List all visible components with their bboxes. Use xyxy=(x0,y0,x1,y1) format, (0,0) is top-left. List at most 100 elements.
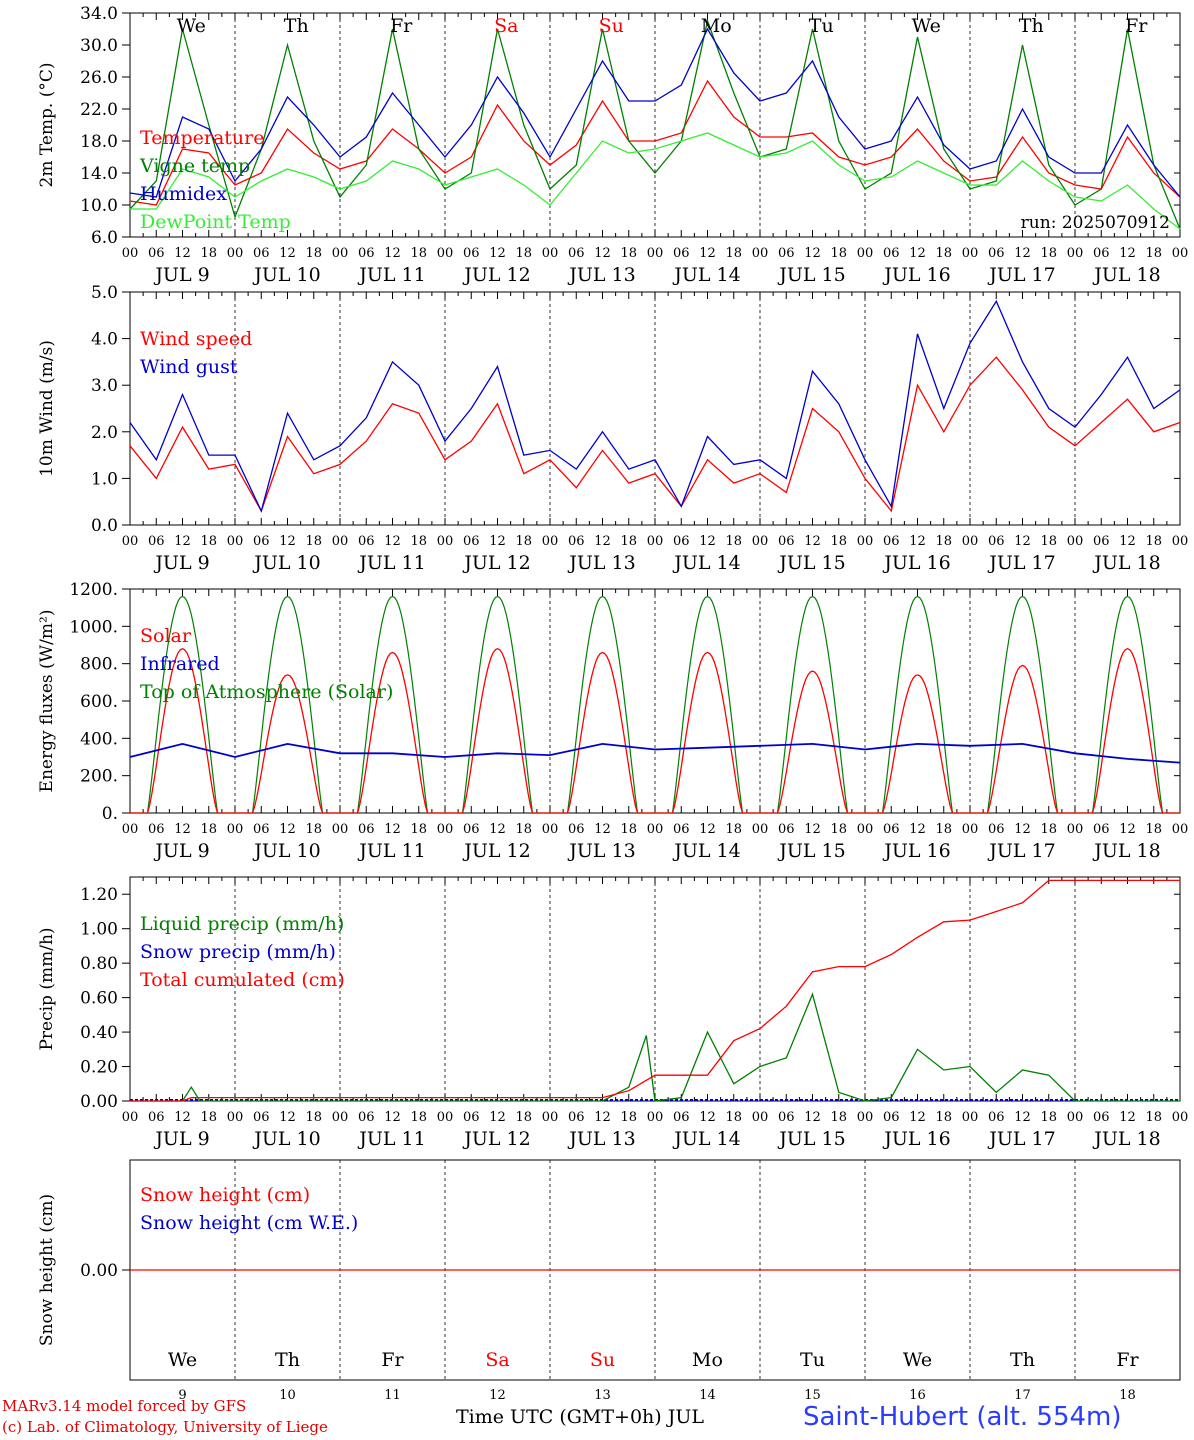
hour-tick-label: 00 xyxy=(542,822,559,837)
hour-tick-label: 00 xyxy=(437,822,454,837)
day-number: 16 xyxy=(909,1388,926,1403)
hour-tick-label: 00 xyxy=(1172,822,1189,837)
hour-tick-label: 00 xyxy=(227,246,244,261)
series-wind-speed xyxy=(129,356,1181,513)
legend-snow-height-cm-w-e-: Snow height (cm W.E.) xyxy=(140,1212,358,1234)
date-label: JUL 11 xyxy=(357,840,425,862)
hour-tick-label: 18 xyxy=(305,246,322,261)
date-label: JUL 16 xyxy=(882,264,950,286)
day-label: Th xyxy=(1019,15,1044,37)
legend-vigne-temp: Vigne temp xyxy=(139,155,250,177)
date-label: JUL 12 xyxy=(462,264,530,286)
date-label: JUL 16 xyxy=(882,840,950,862)
hour-tick-label: 00 xyxy=(857,246,874,261)
run-label: run: 2025070912 xyxy=(1021,213,1170,233)
series-top-of-atmosphere-solar xyxy=(970,595,1075,814)
day-label: Mo xyxy=(692,1349,723,1371)
date-label: JUL 16 xyxy=(882,1128,950,1150)
series-solar xyxy=(550,651,655,814)
series-liquid-precip-mm-h- xyxy=(130,992,1180,1102)
hour-tick-label: 00 xyxy=(227,1110,244,1125)
day-label: Fr xyxy=(1125,15,1148,37)
legend-wind-gust: Wind gust xyxy=(140,356,238,378)
date-label: JUL 10 xyxy=(252,552,320,574)
hour-tick-label: 00 xyxy=(542,246,559,261)
panel-2-ylabel: Energy fluxes (W/m²) xyxy=(37,610,57,793)
legend-total-cumulated-cm-: Total cumulated (cm) xyxy=(140,969,345,991)
hour-tick-label: 06 xyxy=(988,822,1005,837)
hour-tick-label: 12 xyxy=(699,534,716,549)
hour-tick-label: 12 xyxy=(1014,534,1031,549)
hour-tick-label: 12 xyxy=(1119,1110,1136,1125)
series-top-of-atmosphere-solar xyxy=(865,595,970,814)
hour-tick-label: 12 xyxy=(1119,246,1136,261)
day-label: Fr xyxy=(390,15,413,37)
hour-tick-label: 18 xyxy=(410,534,427,549)
y-tick-label: 0.40 xyxy=(80,1023,118,1043)
date-label: JUL 11 xyxy=(357,264,425,286)
hour-tick-label: 00 xyxy=(1172,246,1189,261)
legend-humidex: Humidex xyxy=(140,183,227,205)
hour-tick-label: 18 xyxy=(410,1110,427,1125)
hour-tick-label: 18 xyxy=(725,534,742,549)
series-solar xyxy=(235,674,340,814)
hour-tick-label: 00 xyxy=(962,1110,979,1125)
y-tick-label: 4.0 xyxy=(91,330,118,350)
day-label: Sa xyxy=(485,1349,509,1371)
series-solar xyxy=(970,664,1075,814)
y-tick-label: 18.0 xyxy=(80,132,118,152)
y-tick-label: 0.20 xyxy=(80,1058,118,1078)
series-solar xyxy=(760,670,865,814)
hour-tick-label: 18 xyxy=(515,246,532,261)
hour-tick-label: 12 xyxy=(279,534,296,549)
hour-tick-label: 00 xyxy=(962,246,979,261)
hour-tick-label: 18 xyxy=(1145,534,1162,549)
hour-tick-label: 00 xyxy=(1172,534,1189,549)
y-tick-label: 6.0 xyxy=(91,228,118,248)
hour-tick-label: 06 xyxy=(988,534,1005,549)
legend-wind-speed: Wind speed xyxy=(140,328,252,350)
day-label: Su xyxy=(599,15,624,37)
date-label: JUL 14 xyxy=(672,840,740,862)
hour-tick-label: 12 xyxy=(699,822,716,837)
date-label: JUL 18 xyxy=(1092,264,1160,286)
day-label: We xyxy=(912,15,941,37)
hour-tick-label: 12 xyxy=(909,534,926,549)
hour-tick-label: 00 xyxy=(227,822,244,837)
hour-tick-label: 06 xyxy=(1093,246,1110,261)
y-tick-label: 3.0 xyxy=(91,376,118,396)
hour-tick-label: 00 xyxy=(542,1110,559,1125)
day-label: Fr xyxy=(1116,1349,1139,1371)
hour-tick-label: 06 xyxy=(778,822,795,837)
hour-tick-label: 18 xyxy=(935,534,952,549)
hour-tick-label: 18 xyxy=(200,534,217,549)
day-label: Sa xyxy=(494,15,518,37)
date-label: JUL 9 xyxy=(153,264,209,286)
footer-station: Saint-Hubert (alt. 554m) xyxy=(803,1402,1122,1432)
hour-tick-label: 12 xyxy=(489,822,506,837)
hour-tick-label: 00 xyxy=(647,822,664,837)
hour-tick-label: 00 xyxy=(647,534,664,549)
y-tick-label: 5.0 xyxy=(91,283,118,303)
hour-tick-label: 06 xyxy=(253,1110,270,1125)
date-label: JUL 15 xyxy=(777,840,845,862)
y-tick-label: 14.0 xyxy=(80,164,118,184)
hour-tick-label: 12 xyxy=(384,246,401,261)
date-label: JUL 9 xyxy=(153,840,209,862)
y-tick-label: 0.00 xyxy=(80,1261,118,1281)
series-solar xyxy=(130,647,235,814)
y-tick-label: 1.0 xyxy=(91,469,118,489)
hour-tick-label: 12 xyxy=(489,534,506,549)
day-number: 14 xyxy=(699,1388,716,1403)
series-solar xyxy=(655,651,760,814)
day-number: 12 xyxy=(489,1388,506,1403)
y-tick-label: 200. xyxy=(80,767,118,787)
series-top-of-atmosphere-solar xyxy=(655,595,760,814)
day-label: Th xyxy=(275,1349,300,1371)
hour-tick-label: 00 xyxy=(752,534,769,549)
date-label: JUL 18 xyxy=(1092,840,1160,862)
day-number: 10 xyxy=(279,1388,296,1403)
hour-tick-label: 06 xyxy=(673,246,690,261)
hour-tick-label: 12 xyxy=(384,822,401,837)
